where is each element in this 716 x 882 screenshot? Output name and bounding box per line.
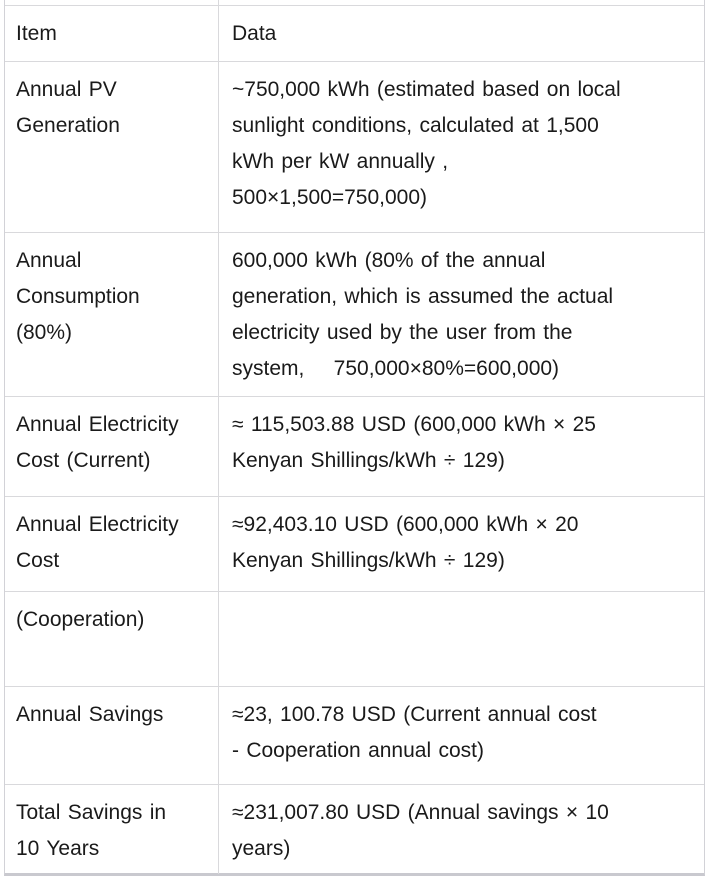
column-header-data: Data	[219, 6, 704, 62]
item-cell-electricity-cost-current: Annual Electricity Cost (Current)	[5, 397, 219, 497]
table-grid: Item Data Annual PV Generation ~750,000 …	[5, 0, 704, 874]
item-cell-cooperation-label: (Cooperation)	[5, 592, 219, 687]
data-cell-electricity-cost-current: ≈ 115,503.88 USD (600,000 kWh × 25 Kenya…	[219, 397, 704, 497]
item-cell-total-savings: Total Savings in 10 Years	[5, 785, 219, 874]
column-header-item: Item	[5, 6, 219, 62]
cropped-row-data-cell	[219, 0, 704, 6]
data-cell-electricity-cost-cooperation: ≈92,403.10 USD (600,000 kWh × 20 Kenyan …	[219, 497, 704, 592]
item-cell-annual-pv-generation: Annual PV Generation	[5, 62, 219, 233]
item-cell-electricity-cost-cooperation: Annual Electricity Cost	[5, 497, 219, 592]
cropped-row-item-cell	[5, 0, 219, 6]
data-cell-cooperation-empty	[219, 592, 704, 687]
data-cell-annual-consumption: 600,000 kWh (80% of the annual generatio…	[219, 233, 704, 397]
savings-table: Item Data Annual PV Generation ~750,000 …	[4, 0, 705, 876]
item-cell-annual-savings: Annual Savings	[5, 687, 219, 785]
data-cell-total-savings: ≈231,007.80 USD (Annual savings × 10 yea…	[232, 801, 609, 860]
data-cell-annual-savings: ≈23, 100.78 USD (Current annual cost - C…	[219, 687, 704, 785]
data-cell-annual-pv-generation: ~750,000 kWh (estimated based on local s…	[219, 62, 704, 233]
item-cell-annual-consumption: Annual Consumption (80%)	[5, 233, 219, 397]
